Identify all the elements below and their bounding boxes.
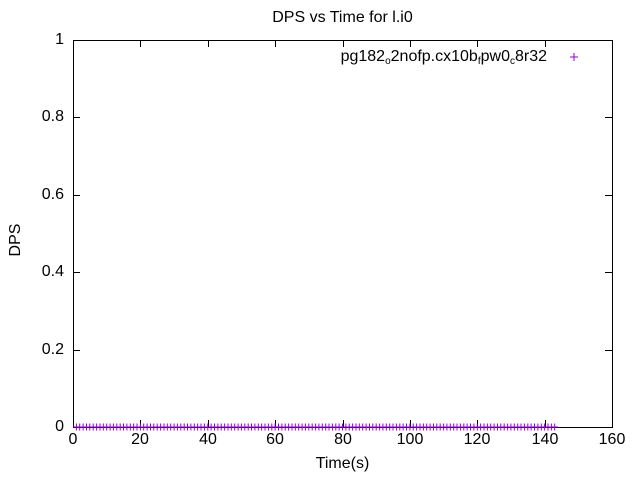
x-tick-label: 100 [396,431,424,448]
x-tick-label: 60 [266,431,284,448]
y-tick-label: 0 [55,418,64,435]
x-tick-label: 140 [531,431,559,448]
data-points [72,423,559,431]
y-tick-label: 0.8 [41,108,64,125]
y-tick-label: 0.2 [41,341,64,358]
x-tick-label: 160 [598,431,626,448]
chart-title: DPS vs Time for l.i0 [272,9,413,26]
x-axis-label: Time(s) [315,455,370,472]
x-tick-label: 40 [199,431,217,448]
y-tick-label: 1 [55,31,64,48]
plot-border [73,40,613,428]
y-tick-label: 0.4 [41,263,64,280]
y-tick-label: 0.6 [41,186,64,203]
legend-label: pg182o2nofp.cx10bfpw0c8r32 [340,48,547,67]
legend-marker-icon [570,53,578,61]
x-tick-label: 20 [131,431,149,448]
x-tick-label: 80 [334,431,352,448]
x-tick-label: 120 [463,431,491,448]
x-tick-label: 0 [68,431,78,448]
